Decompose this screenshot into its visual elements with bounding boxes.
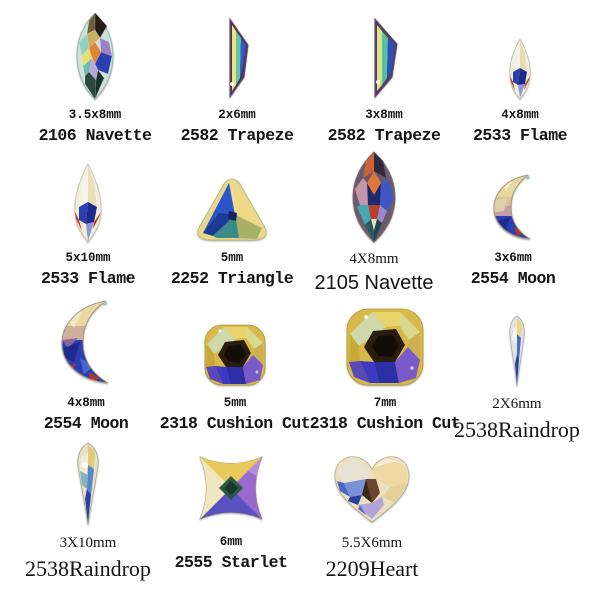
product-name: 2582 Trapeze (327, 126, 441, 145)
crystal-starlet-icon (199, 456, 263, 520)
product-cell-2106-navette: 3.5x8mm 2106 Navette (20, 8, 170, 145)
size-label: 6mm (219, 535, 243, 549)
crystal-image (15, 441, 161, 527)
product-cell-2533-flame-large: 5x10mm 2533 Flame (14, 153, 162, 288)
product-name: 2554 Moon (43, 414, 129, 433)
size-label: 3X10mm (59, 535, 117, 551)
product-name: 2538Raindrop (25, 556, 151, 581)
product-cell-2538-raindrop-large: 3X10mm 2538Raindrop (15, 441, 161, 582)
crystal-raindrop-small-icon (509, 315, 525, 387)
product-name: 2252 Triangle (170, 269, 294, 288)
product-name: 2582 Trapeze (180, 126, 294, 145)
crystal-triangle-icon (197, 178, 267, 241)
product-cell-2555-starlet: 6mm 2555 Starlet (156, 441, 306, 572)
crystal-raindrop-large-icon (77, 442, 99, 526)
crystal-moon-small-icon (493, 174, 531, 240)
size-label: 4X8mm (349, 251, 399, 267)
size-label: 2X6mm (492, 396, 542, 412)
crystal-image (156, 441, 306, 527)
product-cell-2582-trapeze-small: 2x6mm 2582 Trapeze (162, 8, 312, 145)
crystal-image (444, 296, 590, 388)
product-cell-2554-moon-large: 4x8mm 2554 Moon (12, 296, 160, 433)
crystal-image (305, 8, 463, 100)
product-cell-2538-raindrop-small: 2X6mm 2538Raindrop (444, 296, 590, 443)
size-label: 4x8mm (67, 396, 105, 410)
size-label: 5.5X6mm (341, 535, 403, 551)
crystal-image (161, 296, 309, 388)
size-label: 5mm (220, 251, 244, 265)
product-cell-2533-flame-small: 4x8mm 2533 Flame (447, 8, 593, 145)
crystal-heart-icon (334, 456, 410, 523)
crystal-cushion-large-icon (346, 308, 424, 386)
crystal-cushion-small-icon (204, 324, 266, 386)
size-label: 7mm (373, 396, 397, 410)
crystal-image (20, 8, 170, 100)
product-name: 2106 Navette (38, 126, 152, 145)
product-cell-2209-heart: 5.5X6mm 2209Heart (299, 441, 445, 582)
product-name: 2533 Flame (40, 269, 136, 288)
size-label: 2x6mm (218, 108, 256, 122)
crystal-navette-dark-icon (352, 151, 396, 243)
product-name: 2555 Starlet (174, 553, 288, 572)
crystal-flame-small-icon (509, 38, 531, 100)
size-label: 5x10mm (65, 251, 111, 265)
size-label: 3x8mm (365, 108, 403, 122)
crystal-moon-large-icon (61, 300, 109, 384)
product-name: 2209Heart (325, 556, 419, 581)
size-label: 3.5x8mm (68, 108, 122, 122)
product-cell-2554-moon-small: 3x6mm 2554 Moon (440, 153, 586, 288)
crystal-image (14, 153, 162, 243)
crystal-flame-large-icon (74, 163, 102, 243)
product-cell-2318-cushion-small: 5mm 2318 Cushion Cut (159, 296, 311, 433)
crystal-trapeze-small-icon (229, 17, 249, 99)
product-cell-2252-triangle: 5mm 2252 Triangle (158, 153, 306, 288)
product-cell-2582-trapeze-large: 3x8mm 2582 Trapeze (305, 8, 463, 145)
crystal-image (12, 296, 160, 388)
crystal-image (299, 441, 445, 527)
product-name: 2318 Cushion Cut (309, 414, 461, 433)
size-label: 4x8mm (501, 108, 539, 122)
crystal-navette-icon (76, 12, 114, 100)
crystal-image (158, 153, 306, 243)
product-cell-2105-navette: 4X8mm 2105 Navette (300, 151, 448, 295)
crystal-trapeze-large-icon (374, 17, 398, 99)
product-name: 2105 Navette (314, 272, 434, 294)
product-cell-2318-cushion-large: 7mm 2318 Cushion Cut (309, 296, 461, 433)
product-name: 2318 Cushion Cut (159, 414, 311, 433)
product-name: 2554 Moon (470, 269, 556, 288)
crystal-image (300, 151, 448, 243)
crystal-image (440, 153, 586, 243)
product-name: 2538Raindrop (454, 417, 580, 442)
crystal-image (447, 8, 593, 100)
crystal-image (162, 8, 312, 100)
crystal-image (311, 296, 459, 388)
size-label: 5mm (223, 396, 247, 410)
size-label: 3x6mm (494, 251, 532, 265)
product-name: 2533 Flame (472, 126, 568, 145)
